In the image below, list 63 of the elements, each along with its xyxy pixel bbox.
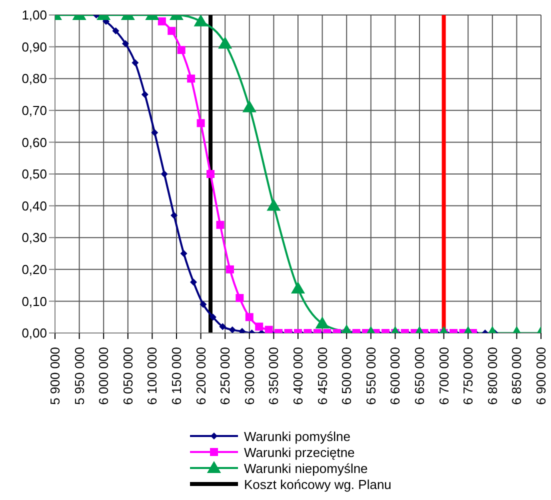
x-tick-label: 5 900 000 [48, 347, 62, 405]
point [218, 36, 232, 49]
legend-label: Warunki pomyślne [244, 428, 350, 444]
y-tick-label: 0,30 [22, 230, 47, 246]
point [180, 250, 188, 257]
x-tick-label: 6 100 000 [144, 347, 160, 405]
x-tick-label: 6 650 000 [412, 347, 427, 405]
point [187, 74, 196, 83]
y-tick-label: 0,90 [22, 39, 47, 54]
x-tick-label: 6 300 000 [242, 347, 257, 405]
y-tick-label: 0,00 [22, 326, 47, 341]
point [141, 91, 148, 98]
y-tick-label: 0,10 [22, 294, 47, 309]
x-tick-label: 6 850 000 [509, 347, 524, 405]
y-tick-label: 0,50 [22, 166, 47, 182]
point [196, 119, 205, 128]
point [238, 328, 246, 333]
point [190, 278, 198, 286]
x-tick-label: 6 600 000 [388, 347, 403, 405]
x-tick-label: 6 700 000 [436, 347, 452, 405]
point [132, 59, 139, 66]
point [194, 15, 208, 26]
x-tick-label: 6 750 000 [460, 347, 476, 405]
x-tick-label: 6 150 000 [169, 347, 184, 405]
x-tick-label: 6 800 000 [484, 347, 500, 405]
point [242, 100, 256, 112]
x-tick-label: 6 900 000 [534, 347, 548, 405]
point [200, 300, 207, 308]
y-tick-label: 0,60 [22, 134, 47, 150]
point [226, 265, 234, 274]
x-tick-label: 6 000 000 [96, 347, 112, 405]
point [170, 212, 178, 219]
point [151, 129, 158, 136]
y-tick-label: 0,40 [22, 198, 47, 214]
point [266, 198, 281, 211]
point [228, 326, 236, 333]
point [315, 316, 330, 328]
x-tick-label: 6 200 000 [193, 347, 208, 405]
x-tick-label: 6 500 000 [339, 347, 354, 405]
point [158, 17, 166, 26]
x-tick-label: 6 550 000 [363, 347, 378, 405]
legend-label: Koszt końcowy wg. Planu [244, 476, 392, 492]
x-tick-label: 6 350 000 [266, 347, 282, 405]
legend-label: Warunki niepomyślne [244, 460, 368, 476]
x-tick-label: 6 250 000 [218, 347, 233, 405]
point [160, 170, 168, 178]
point [177, 46, 186, 54]
point [122, 40, 129, 48]
y-tick-label: 0,20 [22, 262, 47, 278]
point [291, 281, 305, 294]
y-tick-label: 0,70 [22, 103, 47, 118]
y-tick-label: 1,00 [22, 8, 47, 23]
legend-label: Warunki przeciętne [244, 444, 355, 460]
point [112, 27, 120, 34]
x-tick-label: 6 400 000 [290, 347, 306, 405]
x-tick-label: 5 950 000 [72, 347, 87, 405]
x-tick-label: 6 450 000 [314, 347, 330, 405]
y-tick-label: 0,80 [22, 71, 47, 86]
x-tick-label: 6 050 000 [120, 347, 136, 405]
point [216, 220, 224, 229]
point [206, 170, 215, 178]
point [168, 26, 176, 35]
point [264, 326, 273, 333]
